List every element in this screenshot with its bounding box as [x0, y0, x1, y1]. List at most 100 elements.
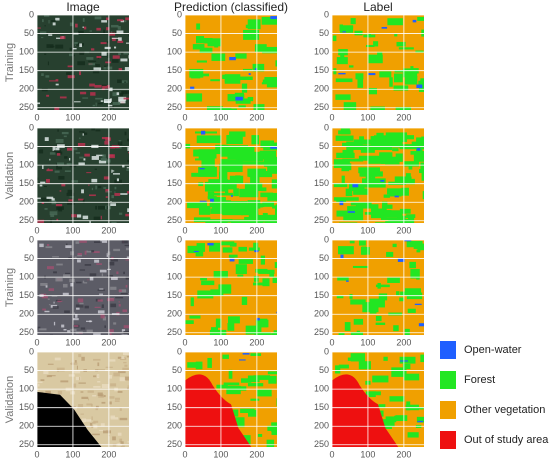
- x-tick-label: 0: [34, 449, 39, 459]
- forest-patch: [368, 391, 376, 398]
- forest-patch: [399, 356, 416, 364]
- texture: [125, 213, 129, 217]
- texture: [110, 259, 118, 262]
- forest-patch: [193, 217, 211, 223]
- texture: [111, 195, 115, 199]
- column-header: Prediction (classified): [174, 0, 288, 14]
- texture: [60, 380, 69, 383]
- texture: [91, 156, 99, 160]
- forest-patch: [349, 294, 353, 299]
- row-label: Validation: [4, 152, 16, 200]
- texture: [82, 26, 84, 28]
- forest-patch: [200, 168, 212, 172]
- texture: [53, 301, 55, 304]
- texture: [67, 201, 75, 205]
- texture: [120, 292, 128, 295]
- texture: [41, 202, 45, 204]
- texture: [80, 413, 84, 415]
- water-patch: [352, 184, 359, 188]
- y-tick-label: 250: [314, 327, 329, 337]
- forest-patch: [406, 214, 416, 218]
- texture: [39, 243, 44, 248]
- y-tick-label: 100: [19, 383, 34, 393]
- row-label: Training: [4, 43, 16, 82]
- texture: [92, 422, 96, 424]
- texture: [128, 55, 129, 59]
- y-tick-label: 100: [19, 159, 34, 169]
- forest-patch: [237, 274, 244, 277]
- forest-patch: [196, 60, 207, 63]
- texture: [56, 162, 65, 166]
- texture: [65, 245, 72, 249]
- texture: [41, 197, 50, 202]
- forest-patch: [375, 222, 395, 223]
- y-tick-label: 150: [19, 65, 34, 75]
- texture: [104, 141, 109, 145]
- texture: [124, 244, 129, 247]
- texture: [69, 278, 75, 283]
- texture: [43, 370, 49, 375]
- texture: [55, 277, 63, 282]
- forest-patch: [244, 216, 264, 223]
- texture: [66, 72, 72, 75]
- y-tick-label: 250: [167, 327, 182, 337]
- forest-patch: [187, 245, 200, 254]
- y-tick-label: 200: [167, 309, 182, 319]
- texture: [83, 158, 86, 161]
- texture: [114, 46, 117, 49]
- y-tick-label: 50: [172, 141, 182, 151]
- texture: [118, 371, 126, 374]
- x-tick-label: 0: [329, 225, 334, 235]
- texture: [121, 91, 127, 95]
- texture: [108, 154, 115, 159]
- y-tick-label: 0: [29, 9, 34, 19]
- forest-patch: [233, 146, 255, 156]
- forest-patch: [275, 208, 277, 216]
- texture: [55, 17, 60, 21]
- forest-patch: [342, 149, 354, 155]
- forest-patch: [336, 57, 348, 65]
- texture: [101, 304, 104, 308]
- texture: [125, 42, 129, 44]
- forest-patch: [377, 51, 383, 58]
- forest-patch: [382, 201, 388, 206]
- texture: [119, 417, 128, 421]
- texture: [81, 189, 84, 194]
- texture: [90, 403, 93, 407]
- texture: [72, 370, 81, 374]
- column-header: Label: [363, 0, 392, 14]
- forest-patch: [238, 151, 264, 162]
- texture: [94, 306, 101, 308]
- forest-patch: [196, 135, 222, 144]
- forest-patch: [339, 24, 343, 32]
- texture: [51, 20, 56, 23]
- y-tick-label: 50: [319, 253, 329, 263]
- water-patch: [199, 200, 207, 202]
- texture: [77, 298, 84, 303]
- texture: [95, 408, 99, 411]
- texture: [70, 363, 72, 365]
- forest-patch: [195, 36, 205, 44]
- texture: [82, 133, 84, 136]
- texture: [96, 374, 100, 379]
- forest-patch: [194, 131, 217, 134]
- forest-patch: [343, 102, 357, 110]
- forest-patch: [238, 246, 247, 252]
- texture: [75, 152, 81, 154]
- forest-patch: [370, 106, 385, 110]
- texture: [55, 138, 64, 143]
- texture: [63, 135, 67, 138]
- texture: [104, 99, 111, 103]
- texture: [125, 247, 129, 251]
- texture: [93, 385, 101, 388]
- forest-patch: [271, 422, 277, 432]
- texture: [117, 40, 124, 44]
- texture: [124, 131, 127, 136]
- texture: [111, 37, 120, 39]
- x-tick-label: 0: [182, 449, 187, 459]
- texture: [119, 289, 127, 293]
- forest-patch: [192, 44, 205, 50]
- y-tick-label: 0: [324, 234, 329, 244]
- forest-patch: [235, 53, 247, 59]
